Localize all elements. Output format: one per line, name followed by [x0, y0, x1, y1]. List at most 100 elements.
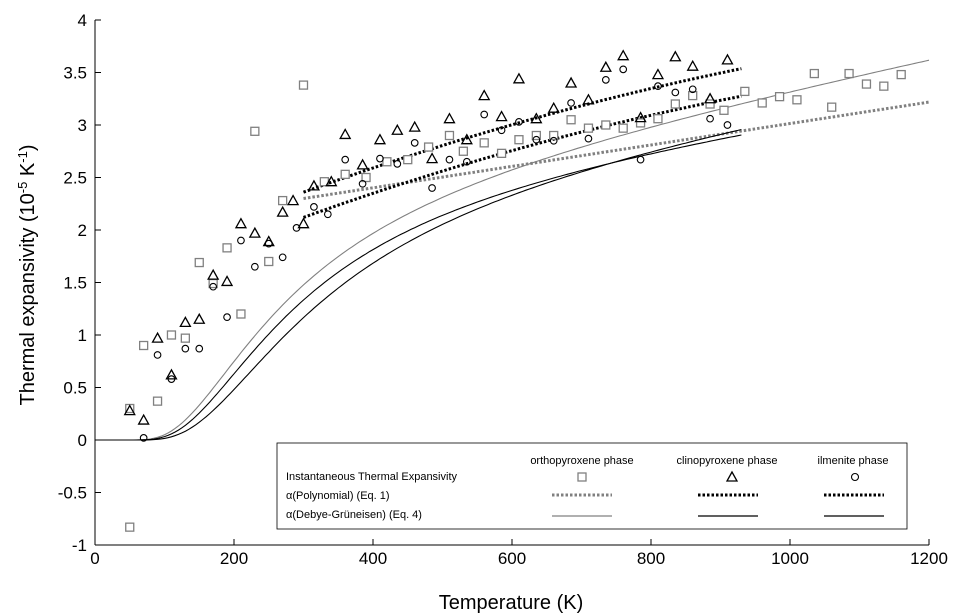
orthopyroxene-point: [514, 135, 524, 145]
orthopyroxene-point: [879, 81, 889, 91]
clinopyroxene-point: [307, 179, 321, 191]
clinopyroxene-point: [547, 101, 560, 113]
y-tick-label: 2.5: [63, 169, 87, 188]
orthopyroxene-point: [827, 102, 837, 112]
clinopyroxene-point: [193, 312, 206, 324]
y-axis-title: Thermal expansivity (10-5 K-1): [15, 144, 40, 405]
ilmenite-point: [310, 203, 318, 211]
orthopyroxene-point: [670, 99, 680, 109]
orthopyroxene-point: [549, 130, 559, 141]
orthopyroxene-point: [444, 130, 455, 141]
orthopyroxene-point: [531, 130, 541, 141]
legend-header-ilmenite: ilmenite phase: [818, 455, 889, 467]
clinopyroxene-point: [599, 60, 612, 72]
ilmenite-point: [292, 224, 301, 232]
orthopyroxene-point: [757, 98, 767, 108]
orthopyroxene-point: [809, 68, 819, 79]
orthopyroxene-point: [844, 68, 854, 79]
legend: orthopyroxene phase clinopyroxene phase …: [276, 442, 908, 530]
orthopyroxene-point: [152, 396, 163, 406]
orthopyroxene-point: [180, 333, 191, 343]
orthopyroxene-point: [194, 257, 204, 268]
ilmenite-point: [567, 99, 575, 107]
ilmenite-point: [549, 136, 558, 145]
clinopyroxene-point: [478, 89, 491, 101]
clinopyroxene-point: [151, 331, 164, 343]
x-tick-label: 1200: [910, 549, 948, 568]
ilmenite-point: [428, 184, 436, 192]
clinopyroxene-point: [234, 217, 248, 229]
orthopyroxene-point: [361, 172, 371, 183]
orthopyroxene-point: [583, 123, 594, 133]
y-tick-label: 1.5: [63, 274, 87, 293]
orthopyroxene-point: [222, 243, 232, 253]
clinopyroxene-point: [686, 59, 699, 71]
ilmenite-point: [654, 82, 662, 90]
orthopyroxene-point: [740, 86, 750, 97]
orthopyroxene-point: [719, 105, 729, 115]
orthopyroxene-point: [166, 330, 177, 340]
ilmenite-point: [264, 239, 273, 248]
orthopyroxene-point: [403, 154, 413, 165]
legend-header-clinopyroxene: clinopyroxene phase: [677, 455, 778, 467]
clinopyroxene-point: [582, 93, 595, 105]
y-tick-label: 0: [78, 431, 87, 450]
ilmenite-point: [341, 155, 350, 164]
clinopyroxene-point: [564, 76, 578, 88]
x-tick-label: 800: [637, 549, 665, 568]
y-tick-label: 0.5: [63, 379, 87, 398]
orthopyroxene-point: [236, 309, 246, 319]
ilmenite-point: [393, 160, 402, 168]
y-tick-label: 3: [78, 116, 87, 135]
ilmenite-point: [688, 85, 697, 94]
ilmenite-point: [445, 155, 454, 164]
clinopyroxene-point: [512, 72, 526, 84]
x-tick-label: 200: [220, 549, 248, 568]
clinopyroxene-point: [276, 205, 289, 217]
clinopyroxene-point: [495, 110, 508, 122]
clinopyroxene-point: [297, 217, 310, 229]
ilmenite-point: [619, 65, 628, 74]
ilmenite-point: [278, 253, 287, 262]
orthopyroxene-point: [601, 120, 611, 130]
debye-fit-ilmenite: [95, 128, 742, 441]
orthopyroxene-point: [125, 522, 135, 532]
clinopyroxene-point: [220, 275, 234, 287]
clinopyroxene-point: [207, 268, 220, 280]
clinopyroxene-point: [425, 152, 439, 164]
x-tick-label: 600: [498, 549, 526, 568]
orthopyroxene-point: [250, 126, 260, 136]
legend-row-polynomial: α(Polynomial) (Eq. 1): [286, 490, 390, 502]
ilmenite-point: [153, 351, 162, 359]
ilmenite-point: [237, 236, 245, 245]
clinopyroxene-point: [617, 49, 630, 61]
orthopyroxene-point: [566, 115, 576, 125]
legend-box: [276, 442, 908, 530]
y-tick-label: -0.5: [58, 484, 87, 503]
clinopyroxene-point: [123, 404, 136, 416]
y-tick-label: 4: [78, 11, 87, 30]
orthopyroxene-point: [774, 92, 785, 102]
legend-row-debye: α(Debye-Grüneisen) (Eq. 4): [286, 509, 422, 521]
orthopyroxene-point: [896, 69, 906, 80]
legend-square-marker: [577, 472, 587, 482]
orthopyroxene-point: [382, 157, 392, 167]
debye-fit-clinopyroxene: [95, 134, 742, 441]
ilmenite-point: [706, 114, 714, 123]
clinopyroxene-point: [248, 226, 261, 238]
fit-curves: [95, 59, 930, 441]
clinopyroxene-point: [703, 92, 717, 104]
orthopyroxene-point: [264, 256, 274, 267]
clinopyroxene-point: [325, 175, 338, 187]
ilmenite-point: [139, 434, 148, 442]
y-tick-label: 1: [78, 326, 87, 345]
ilmenite-point: [376, 154, 384, 163]
ilmenite-point: [195, 344, 204, 353]
ilmenite-point: [209, 282, 217, 291]
clinopyroxene-point: [373, 133, 387, 145]
orthopyroxene-point: [298, 80, 309, 90]
x-tick-label: 0: [90, 549, 99, 568]
y-tick-label: -1: [72, 536, 87, 555]
ilmenite-point: [480, 110, 489, 119]
